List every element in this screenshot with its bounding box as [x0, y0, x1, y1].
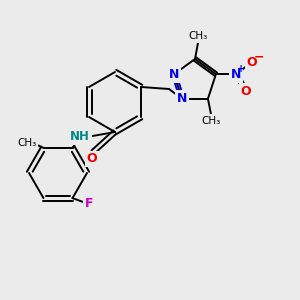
Text: −: −: [254, 51, 264, 64]
Text: CH₃: CH₃: [188, 31, 208, 41]
Text: CH₃: CH₃: [17, 138, 36, 148]
Text: CH₃: CH₃: [201, 116, 220, 126]
Text: NH: NH: [70, 130, 90, 143]
Text: O: O: [87, 152, 97, 166]
Text: +: +: [237, 64, 245, 74]
Text: O: O: [241, 85, 251, 98]
Text: N: N: [177, 92, 187, 105]
Text: F: F: [85, 196, 94, 210]
Text: O: O: [247, 56, 257, 69]
Text: N: N: [231, 68, 241, 81]
Text: N: N: [169, 68, 179, 81]
